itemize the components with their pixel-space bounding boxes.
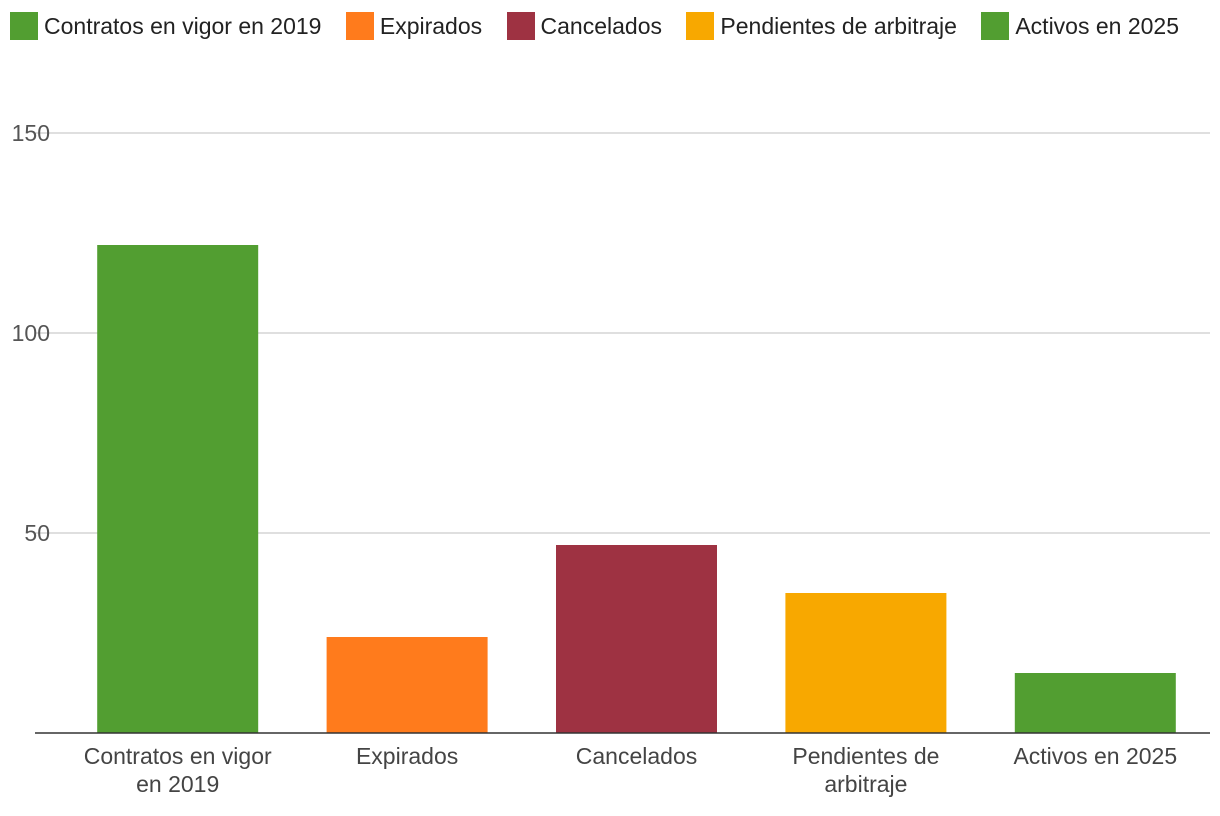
x-tick-label: arbitraje [824, 771, 907, 797]
legend-label: Cancelados [540, 13, 662, 39]
y-tick-label: 50 [24, 520, 50, 546]
legend-item-contratos-2019: Contratos en vigor en 2019 [10, 8, 321, 44]
legend-item-activos-2025: Activos en 2025 [981, 8, 1179, 44]
x-tick-label: Expirados [356, 743, 458, 769]
bars [97, 245, 1176, 733]
legend-label: Contratos en vigor en 2019 [44, 13, 322, 39]
legend-label: Activos en 2025 [1015, 13, 1180, 39]
legend-item-expirados: Expirados [345, 8, 483, 44]
legend-swatch [506, 12, 535, 40]
legend-swatch [686, 12, 715, 40]
legend-swatch [345, 12, 374, 40]
x-tick-label: Cancelados [576, 743, 697, 769]
legend-item-cancelados: Cancelados [506, 8, 662, 44]
bar-4 [785, 593, 947, 733]
x-tick-label: Contratos en vigor [84, 743, 272, 769]
legend-label: Expirados [379, 13, 483, 39]
y-tick-label: 100 [12, 320, 50, 346]
legend-item-pendientes: Pendientes de arbitraje [686, 8, 957, 44]
bar-1 [97, 245, 259, 733]
x-tick-label: Activos en 2025 [1013, 743, 1177, 769]
x-tick-label: en 2019 [136, 771, 219, 797]
bar-2 [326, 637, 488, 733]
legend-label: Pendientes de arbitraje [720, 13, 957, 39]
legend: Contratos en vigor en 2019 Expirados Can… [10, 8, 1200, 44]
legend-swatch [10, 12, 38, 40]
bar-5 [1014, 673, 1176, 733]
y-tick-label: 150 [12, 120, 50, 146]
legend-swatch [981, 12, 1010, 40]
bar-3 [556, 545, 717, 733]
x-tick-label: Pendientes de [792, 743, 939, 769]
y-axis: 50 100 150 [12, 120, 50, 546]
